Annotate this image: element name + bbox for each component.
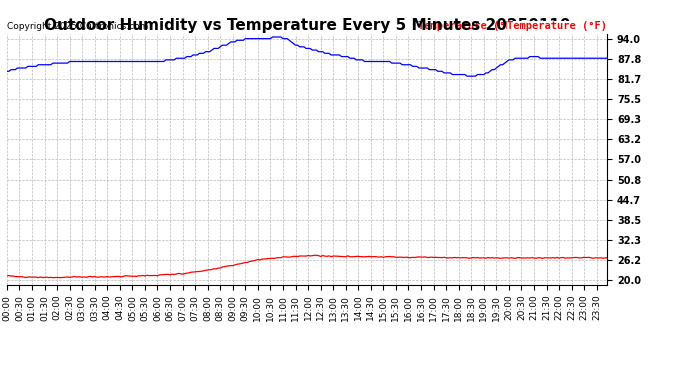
Text: Temperature (°F): Temperature (°F): [507, 21, 607, 31]
Title: Outdoor Humidity vs Temperature Every 5 Minutes 20250110: Outdoor Humidity vs Temperature Every 5 …: [43, 18, 571, 33]
Text: Temperature (°F): Temperature (°F): [417, 21, 518, 31]
Text: Humidity (%): Humidity (%): [532, 21, 607, 31]
Text: Copyright 2025 Curtronics.com: Copyright 2025 Curtronics.com: [7, 22, 148, 31]
